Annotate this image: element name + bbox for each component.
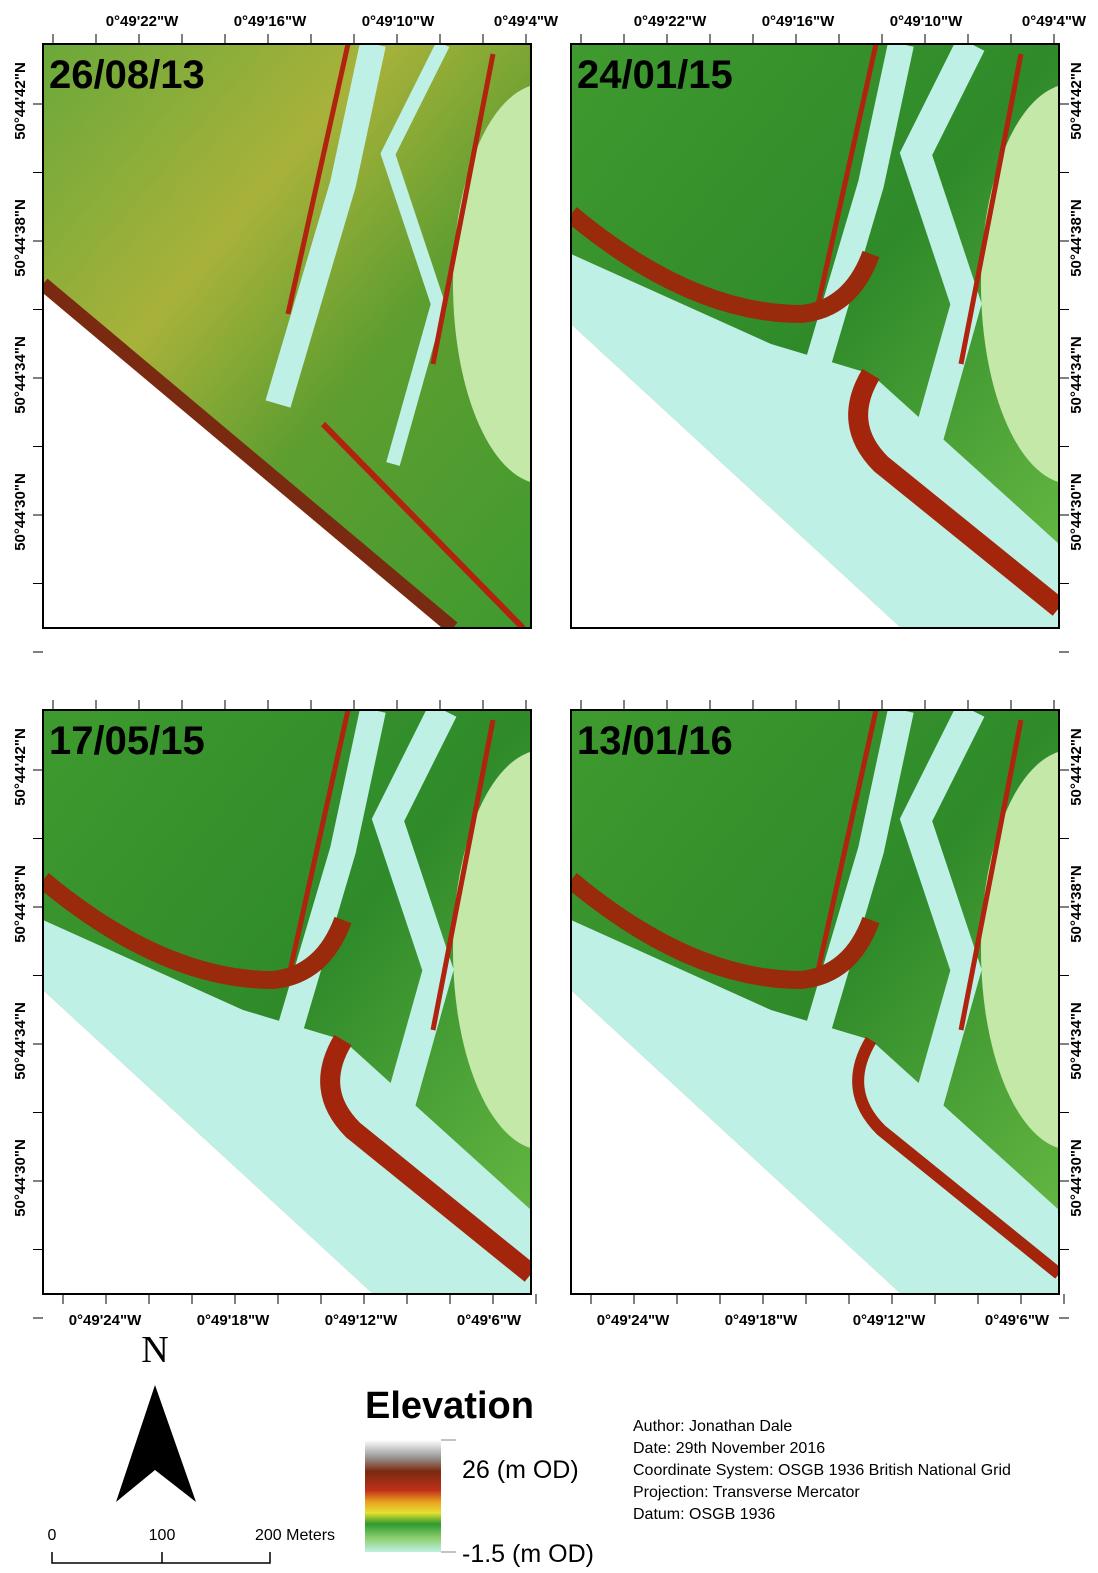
metadata-line: Coordinate System: OSGB 1936 British Nat… [633, 1462, 1011, 1479]
metadata-line: Projection: Transverse Mercator [633, 1484, 860, 1501]
scale-line [52, 1552, 270, 1563]
latitude-label: 50°44'30"N [1068, 1139, 1085, 1217]
latitude-label: 50°44'42"N [12, 728, 29, 806]
metadata: Author: Jonathan Dale Date: 29th November… [633, 1418, 1011, 1523]
map-panels: 26/08/13 50°44'42"N 50°44'38"N 50°44'34"N 50… [12, 13, 1098, 1329]
scale-bar: 0 100 200 Meters [48, 1527, 336, 1563]
latitude-label: 50°44'34"N [12, 336, 29, 414]
latitude-label: 50°44'42"N [1068, 728, 1085, 806]
terrain [571, 44, 1098, 628]
latitude-label: 50°44'42"N [12, 62, 29, 140]
longitude-label: 0°49'4"W [1022, 13, 1087, 30]
metadata-line: Author: Jonathan Dale [633, 1418, 792, 1435]
longitude-label: 0°49'22"W [634, 13, 707, 30]
longitude-label: 0°49'12"W [325, 1312, 398, 1329]
longitude-label: 0°49'6"W [985, 1312, 1050, 1329]
panel-date: 26/08/13 [49, 53, 205, 97]
longitude-label: 0°49'10"W [362, 13, 435, 30]
metadata-line: Datum: OSGB 1936 [633, 1506, 775, 1523]
map-panel: 13/01/16 50°44'42"N 50°44'38"N 50°44'34"N 50… [571, 700, 1098, 1329]
map-panel: 26/08/13 50°44'42"N 50°44'38"N 50°44'34"N 50… [12, 13, 633, 652]
north-label: N [141, 1329, 168, 1371]
scale-label: 200 Meters [255, 1527, 335, 1544]
latitude-label: 50°44'38"N [1068, 865, 1085, 943]
figure: 26/08/13 50°44'42"N 50°44'38"N 50°44'34"N 50… [0, 0, 1098, 1573]
scale-label: 100 [149, 1527, 176, 1544]
terrain [571, 710, 1098, 1294]
latitude-label: 50°44'30"N [12, 473, 29, 551]
longitude-label: 0°49'10"W [890, 13, 963, 30]
legend-max: 26 (m OD) [462, 1456, 579, 1484]
longitude-label: 0°49'6"W [457, 1312, 522, 1329]
terrain [43, 44, 633, 628]
map-panel: 24/01/15 50°44'42"N 50°44'38"N 50°44'34"N 50… [571, 13, 1098, 652]
terrain [43, 710, 633, 1294]
panel-date: 17/05/15 [49, 719, 205, 763]
north-arrow: N [116, 1329, 196, 1502]
panel-date: 13/01/16 [577, 719, 733, 763]
latitude-label: 50°44'34"N [1068, 1002, 1085, 1080]
longitude-label: 0°49'24"W [69, 1312, 142, 1329]
longitude-label: 0°49'24"W [597, 1312, 670, 1329]
longitude-label: 0°49'22"W [106, 13, 179, 30]
latitude-label: 50°44'42"N [1068, 62, 1085, 140]
legend-colorbar [365, 1440, 441, 1552]
longitude-label: 0°49'16"W [762, 13, 835, 30]
longitude-label: 0°49'16"W [234, 13, 307, 30]
latitude-label: 50°44'34"N [1068, 336, 1085, 414]
map-panel: 17/05/15 50°44'42"N 50°44'38"N 50°44'34"N 50… [12, 700, 633, 1329]
legend-title: Elevation [365, 1385, 534, 1427]
metadata-line: Date: 29th November 2016 [633, 1440, 825, 1457]
legend: Elevation 26 (m OD) -1.5 (m OD) [365, 1385, 594, 1568]
latitude-label: 50°44'38"N [12, 199, 29, 277]
scale-label: 0 [48, 1527, 57, 1544]
longitude-label: 0°49'4"W [494, 13, 559, 30]
legend-min: -1.5 (m OD) [462, 1540, 594, 1568]
longitude-label: 0°49'18"W [197, 1312, 270, 1329]
longitude-label: 0°49'12"W [853, 1312, 926, 1329]
latitude-label: 50°44'30"N [12, 1139, 29, 1217]
latitude-label: 50°44'34"N [12, 1002, 29, 1080]
latitude-label: 50°44'38"N [1068, 199, 1085, 277]
longitude-label: 0°49'18"W [725, 1312, 798, 1329]
panel-date: 24/01/15 [577, 53, 733, 97]
north-arrow-shape [116, 1385, 196, 1502]
latitude-label: 50°44'30"N [1068, 473, 1085, 551]
latitude-label: 50°44'38"N [12, 865, 29, 943]
